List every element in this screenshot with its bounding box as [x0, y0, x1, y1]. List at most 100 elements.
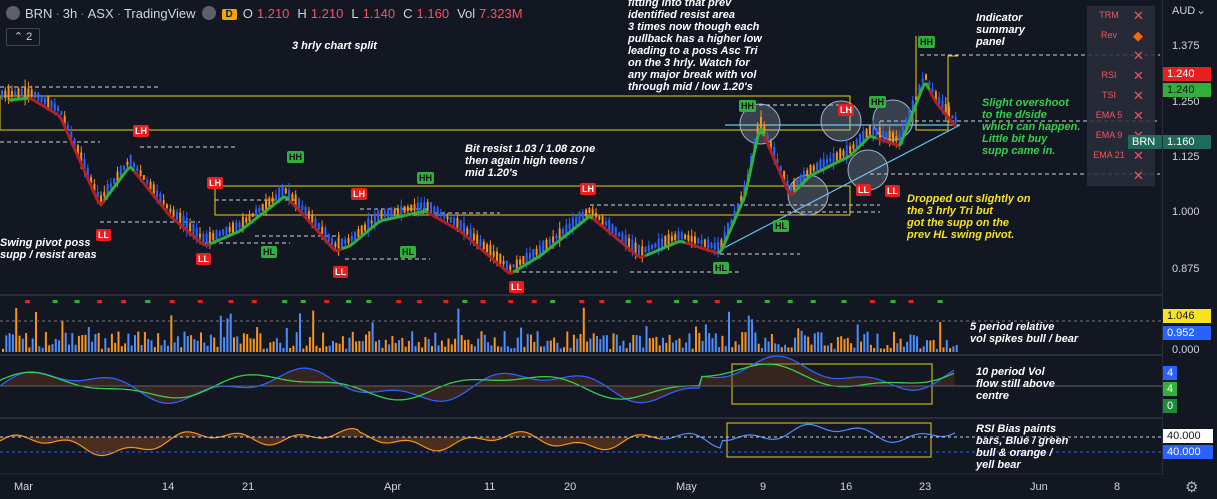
vol-bar — [51, 344, 54, 352]
vol-bar — [714, 333, 717, 352]
candle-body — [845, 145, 848, 158]
vol-bar — [665, 342, 668, 352]
remove-indicator-icon[interactable]: ✕ — [1133, 8, 1144, 23]
vol-bar — [503, 331, 506, 352]
market-status-icon — [201, 6, 216, 20]
ema-segment — [169, 215, 175, 221]
gear-icon[interactable]: ⚙ — [1185, 479, 1199, 496]
vol-bar — [355, 341, 358, 352]
remove-indicator-icon[interactable]: ✕ — [1133, 168, 1144, 183]
symbol-name[interactable]: BRN — [25, 6, 53, 21]
ema-segment — [601, 225, 607, 231]
indicator-row[interactable]: EMA 5 ✕ — [1087, 106, 1155, 126]
vol-bar — [817, 331, 820, 352]
candle-body — [215, 230, 218, 240]
vol-spike-dot — [579, 300, 585, 303]
vol-spike-dot — [416, 300, 422, 303]
ema-segment — [232, 231, 237, 236]
candle-body — [205, 233, 208, 245]
remove-indicator-icon[interactable]: ✕ — [1133, 88, 1144, 103]
candle-body — [235, 222, 238, 232]
ema-segment — [142, 182, 149, 189]
indicator-row[interactable]: EMA 21 ✕ — [1087, 146, 1155, 166]
time-label-14: 14 — [162, 481, 175, 493]
price-axis[interactable] — [1162, 0, 1217, 475]
indicator-row[interactable]: ✕ — [1087, 46, 1155, 66]
collapse-indicators-button[interactable]: ⌃ 2 — [6, 28, 40, 46]
vol-bar — [906, 341, 909, 352]
currency-label[interactable]: AUD — [1172, 5, 1196, 17]
indicator-row[interactable]: RSI ✕ — [1087, 66, 1155, 86]
candle-body — [628, 237, 630, 248]
vol-bar — [54, 338, 57, 352]
vol-bar — [147, 338, 150, 352]
chart-canvas[interactable] — [0, 0, 1162, 475]
chevron-down-icon[interactable]: ⌄ — [1196, 3, 1207, 17]
vol-bar — [84, 334, 87, 352]
vol-bar — [794, 337, 796, 352]
ema-segment — [809, 172, 815, 178]
remove-indicator-icon[interactable]: ◆ — [1133, 28, 1143, 43]
indicator-row[interactable]: Rev ◆ — [1087, 26, 1155, 46]
ema-segment — [433, 215, 439, 220]
remove-indicator-icon[interactable]: ✕ — [1133, 68, 1144, 83]
remove-indicator-icon[interactable]: ✕ — [1133, 148, 1144, 163]
candle-body — [423, 202, 426, 208]
candle-body — [268, 198, 271, 207]
candle-body — [387, 208, 390, 218]
candle-body — [542, 241, 545, 254]
ema-segment — [311, 223, 317, 230]
ema-segment — [34, 99, 40, 105]
candle-body — [189, 223, 192, 232]
candle-body — [406, 206, 409, 212]
candle-body — [96, 191, 99, 198]
candle-body — [839, 149, 842, 161]
ema-segment — [492, 258, 498, 264]
candle-body — [304, 206, 307, 216]
vol-bar — [553, 337, 556, 352]
candle-body — [179, 212, 182, 225]
candle-body — [436, 207, 439, 218]
candle-body — [14, 91, 17, 96]
ema-segment — [823, 166, 828, 171]
vol-bar — [44, 332, 47, 352]
vol-bar — [629, 342, 631, 352]
indicator-row[interactable]: TRM ✕ — [1087, 6, 1155, 26]
candle-body — [812, 165, 815, 171]
vol-bar — [566, 331, 569, 352]
ema-segment — [816, 169, 822, 174]
indicator-row[interactable]: TSI ✕ — [1087, 86, 1155, 106]
ema-segment — [265, 207, 271, 212]
indicator-row[interactable]: ✕ — [1087, 166, 1155, 186]
vol-bar — [308, 337, 311, 352]
candle-body — [647, 245, 650, 252]
ema-segment — [202, 243, 207, 247]
candle-body — [1, 90, 3, 100]
vol-bar — [935, 348, 938, 352]
vol-bar — [635, 335, 638, 352]
vol-bar — [483, 334, 486, 352]
vol-bar — [833, 348, 836, 352]
candle-body — [868, 125, 871, 136]
candle-body — [238, 222, 241, 228]
vol-bar — [671, 342, 674, 352]
vol-bar — [883, 348, 886, 352]
interval-label[interactable]: 3h — [62, 6, 78, 21]
ema-segment — [397, 214, 402, 219]
vol-bar — [543, 346, 546, 352]
candle-body — [73, 139, 76, 147]
vol-bar — [477, 338, 480, 352]
relative-volume-bars — [2, 307, 958, 352]
remove-indicator-icon[interactable]: ✕ — [1133, 108, 1144, 123]
vol-bar — [869, 344, 872, 352]
vol-bar — [170, 315, 173, 352]
remove-indicator-icon[interactable]: ✕ — [1133, 48, 1144, 63]
vol-bar — [701, 340, 704, 352]
price-label-1125: 1.125 — [1172, 151, 1200, 163]
ema-segment — [499, 264, 505, 270]
delayed-badge[interactable]: D — [221, 9, 237, 20]
ema-segment — [288, 199, 294, 205]
ema-segment — [195, 237, 201, 243]
pivot-badge-hl: HL — [713, 262, 729, 274]
candle-body — [911, 100, 914, 113]
